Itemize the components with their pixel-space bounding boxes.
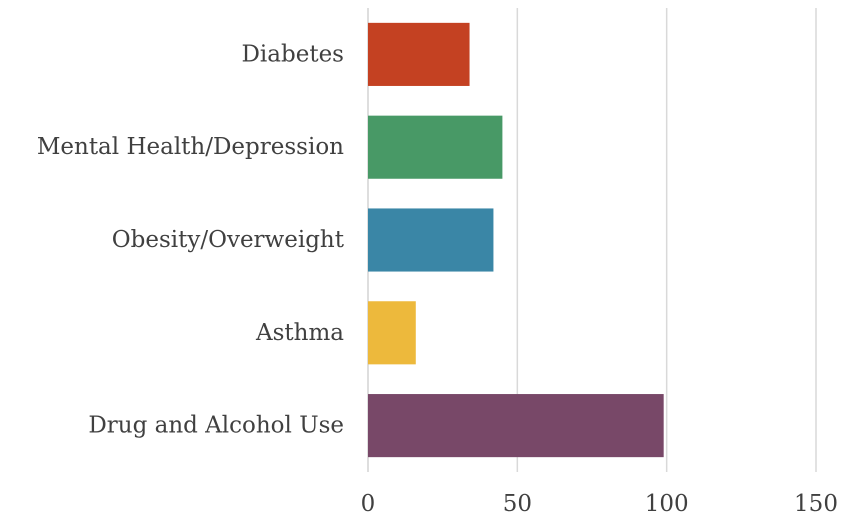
x-tick-label: 100 [645, 491, 689, 517]
category-labels: Diabetes Mental Health/Depression Obesity/… [37, 41, 345, 438]
category-label: Diabetes [241, 41, 344, 67]
category-label: Mental Health/Depression [37, 134, 344, 160]
x-tick-label: 150 [794, 491, 838, 517]
category-label: Asthma [255, 320, 344, 346]
x-tick-label: 50 [503, 491, 532, 517]
category-label: Obesity/Overweight [112, 227, 345, 253]
bar-asthma [368, 301, 416, 365]
category-label: Drug and Alcohol Use [88, 413, 344, 439]
bar-drug-and-alcohol-use [368, 394, 664, 458]
x-axis-tick-labels: 0 50 100 150 [361, 491, 838, 517]
bar-obesity-overweight [368, 208, 494, 272]
bar-mental-health-depression [368, 115, 503, 179]
x-tick-label: 0 [361, 491, 376, 517]
bars [368, 22, 664, 458]
bar-diabetes [368, 22, 470, 86]
